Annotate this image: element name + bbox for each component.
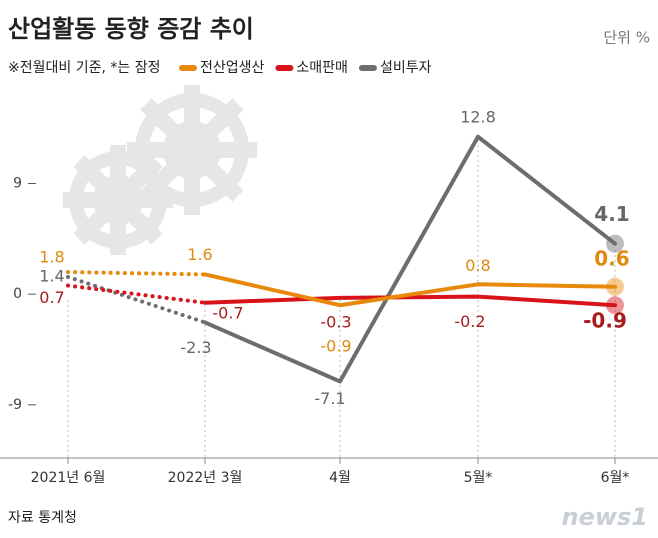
value-label: 0.8	[465, 256, 490, 275]
legend-label: 소매판매	[296, 60, 348, 76]
y-tick-label: 9	[13, 175, 22, 191]
value-label: 1.4	[39, 266, 64, 285]
value-label: -0.2	[454, 312, 485, 331]
chart-title: 산업활동 동향 증감 추이	[8, 15, 254, 43]
x-tick-label: 5월*	[464, 470, 493, 486]
y-tick-label: -9	[8, 397, 22, 413]
x-tick-label: 2021년 6월	[31, 470, 106, 486]
value-label: 0.6	[594, 246, 629, 270]
line	[203, 134, 617, 384]
line-dotted	[66, 274, 207, 325]
end-marker	[606, 234, 624, 253]
x-tick-label: 2022년 3월	[168, 470, 243, 486]
line-dotted	[66, 270, 207, 277]
value-label: 1.6	[187, 245, 212, 264]
end-marker	[606, 296, 624, 315]
gear-teeth	[63, 85, 257, 255]
value-label: -0.3	[320, 312, 351, 331]
note: ※전월대비 기준, *는 잠정	[8, 60, 160, 76]
x-tick-label: 4월	[329, 470, 351, 486]
value-label: -0.9	[583, 309, 627, 333]
unit-label: 단위 %	[603, 29, 650, 47]
logo: news1	[561, 503, 648, 531]
value-label: 12.8	[460, 107, 496, 126]
legend-label: 설비투자	[380, 60, 432, 76]
value-label: 1.8	[39, 248, 64, 267]
source: 자료 통계청	[8, 510, 77, 526]
value-label: 0.7	[39, 288, 64, 307]
value-label: 4.1	[594, 202, 629, 226]
value-label: -0.9	[320, 337, 351, 356]
line	[203, 272, 617, 308]
line-dotted	[66, 283, 207, 305]
end-marker	[606, 277, 624, 296]
line	[203, 294, 617, 308]
value-label: -0.7	[212, 303, 243, 322]
y-tick-label: 0	[13, 286, 22, 302]
value-label: -7.1	[314, 389, 345, 408]
value-label: -2.3	[180, 338, 211, 357]
legend-label: 전산업생산	[200, 60, 265, 76]
x-tick-label: 6월*	[601, 470, 630, 486]
